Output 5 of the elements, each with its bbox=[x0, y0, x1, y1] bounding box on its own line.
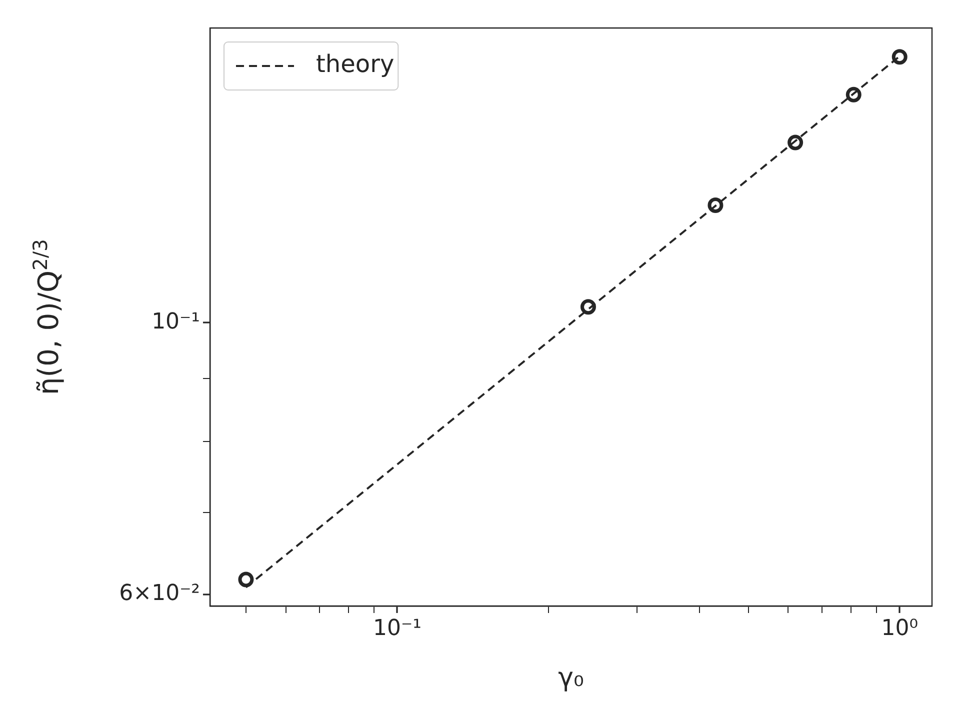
y-axis-title: η̃(0, 0)/Q2/3 bbox=[28, 238, 65, 396]
legend-label: theory bbox=[316, 50, 394, 78]
y-tick-label: 6×10⁻² bbox=[119, 581, 200, 606]
x-tick-label: 10⁰ bbox=[881, 616, 918, 641]
x-axis-title: γ₀ bbox=[558, 663, 584, 693]
